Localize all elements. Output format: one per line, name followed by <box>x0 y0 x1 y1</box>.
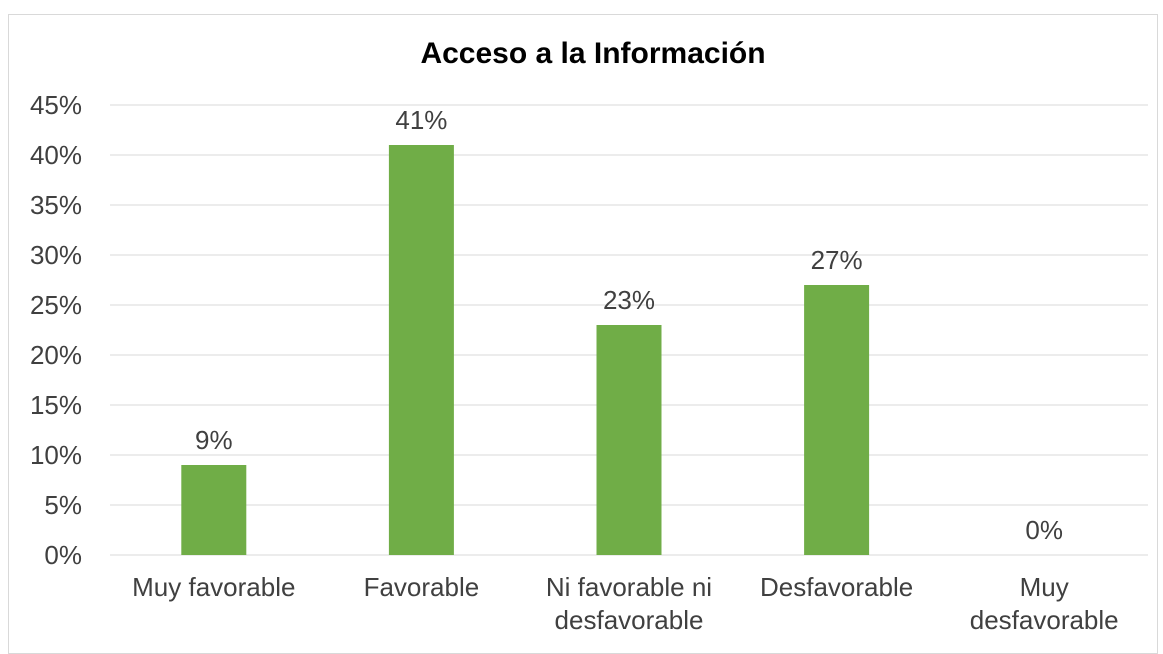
bar <box>596 325 662 555</box>
category-label: Desfavorable <box>760 572 913 602</box>
y-tick-label: 15% <box>30 390 82 420</box>
bar <box>804 285 870 555</box>
category-label: Muy favorable <box>132 572 295 602</box>
y-tick-label: 25% <box>30 290 82 320</box>
y-tick-label: 10% <box>30 440 82 470</box>
data-label: 27% <box>811 245 863 275</box>
gridlines <box>110 104 1148 556</box>
data-labels: 9% 41% 23% 27% 0% <box>195 105 1063 545</box>
category-label: Ni favorable ni <box>546 572 712 602</box>
category-label: Muy <box>1020 572 1069 602</box>
y-tick-label: 20% <box>30 340 82 370</box>
bars <box>181 145 870 555</box>
category-label: desfavorable <box>970 605 1119 635</box>
bar <box>388 145 454 555</box>
y-axis-ticks: 0% 5% 10% 15% 20% 25% 30% 35% 40% 45% <box>30 90 82 570</box>
y-tick-label: 0% <box>44 540 82 570</box>
chart-title: Acceso a la Información <box>420 37 765 70</box>
category-label: Favorable <box>364 572 480 602</box>
category-label: desfavorable <box>555 605 704 635</box>
y-tick-label: 30% <box>30 240 82 270</box>
y-tick-label: 45% <box>30 90 82 120</box>
y-tick-label: 40% <box>30 140 82 170</box>
data-label: 23% <box>603 285 655 315</box>
y-tick-label: 35% <box>30 190 82 220</box>
y-tick-label: 5% <box>44 490 82 520</box>
data-label: 9% <box>195 425 233 455</box>
bar <box>181 465 247 555</box>
data-label: 41% <box>395 105 447 135</box>
data-label: 0% <box>1025 515 1063 545</box>
x-axis-categories: Muy favorable Favorable Ni favorable nides… <box>132 572 1119 635</box>
